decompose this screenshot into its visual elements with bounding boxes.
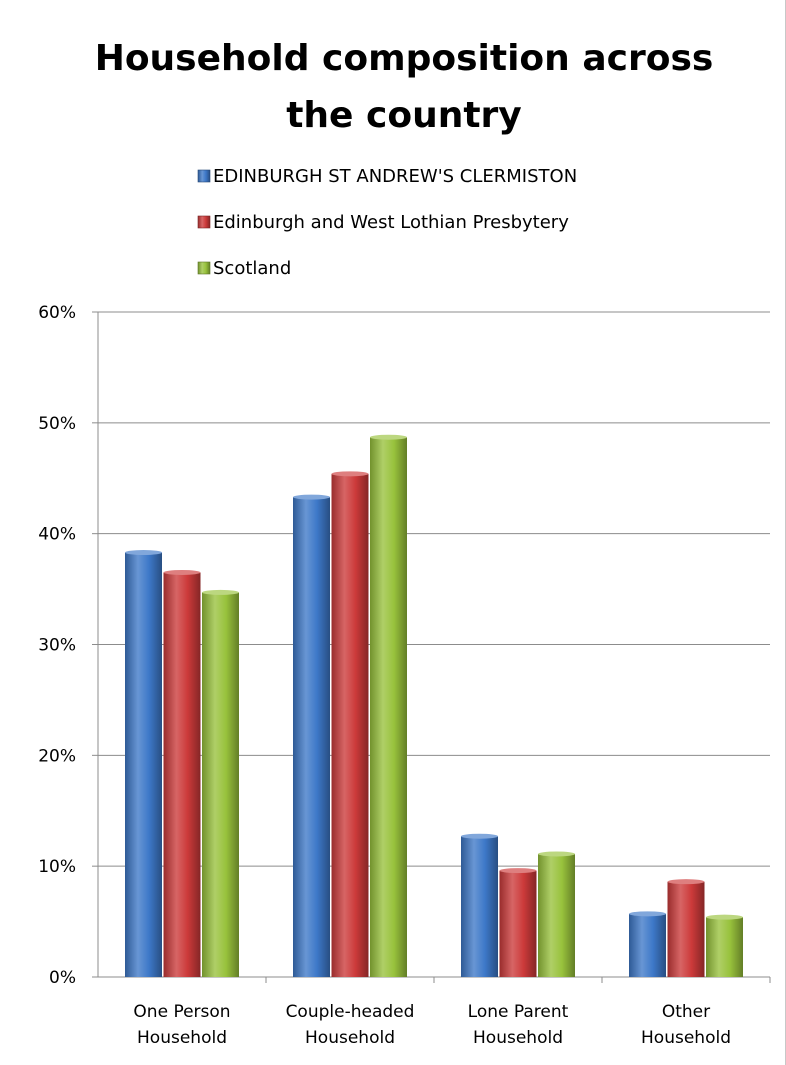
x-category-label-2-line-2: Household [305,1028,395,1048]
bar-top-1-3 [202,589,239,595]
legend-swatch-3 [197,261,211,275]
y-tick-label-1: 10% [38,857,76,877]
bar-4-3 [706,917,743,977]
bar-top-2-2 [331,471,369,477]
bars [125,434,743,977]
bar-top-2-3 [370,434,407,440]
bar-1-1 [125,552,162,977]
bar-top-3-3 [538,851,575,857]
bar-top-2-1 [293,494,330,500]
bar-top-4-3 [706,914,743,920]
bar-top-4-1 [629,911,666,917]
x-category-label-3-line-2: Household [473,1028,563,1048]
x-category-label-1-line-2: Household [137,1028,227,1048]
x-category-label-2-line-1: Couple-headed [286,1002,415,1022]
bar-4-2 [667,881,705,977]
bar-3-3 [538,853,575,977]
x-category-label-4-line-2: Household [641,1028,731,1048]
bar-4-1 [629,913,666,977]
y-tick-labels: 0% 10% 20% 30% 40% 50% 60% [38,303,76,988]
legend-label-3: Scotland [213,258,291,279]
bar-top-3-2 [499,868,537,874]
y-tick-label-0: 0% [49,968,76,988]
bar-2-3 [370,437,407,977]
x-category-label-1-line-1: One Person [133,1002,230,1022]
bar-1-3 [202,592,239,977]
y-tick-label-5: 50% [38,414,76,434]
bar-1-2 [163,572,201,977]
legend-label-1: EDINBURGH ST ANDREW'S CLERMISTON [213,166,577,187]
legend-label-2: Edinburgh and West Lothian Presbytery [213,212,569,233]
y-tick-label-4: 40% [38,525,76,545]
x-category-labels: One Person Household Couple-headed Househol… [133,1002,731,1048]
y-tick-label-2: 20% [38,746,76,766]
bar-3-2 [499,870,537,977]
legend-swatch-1 [197,169,211,183]
chart-title-line-2: the country [286,95,522,136]
bar-3-1 [461,836,498,977]
bar-top-3-1 [461,833,498,839]
x-category-label-3-line-1: Lone Parent [468,1002,569,1022]
bar-top-4-2 [667,879,705,885]
x-category-label-4-line-1: Other [662,1002,710,1022]
bar-top-1-2 [163,569,201,575]
bar-2-2 [331,473,369,977]
bar-2-1 [293,497,330,977]
legend: EDINBURGH ST ANDREW'S CLERMISTON Edinburg… [197,166,577,279]
y-tick-label-6: 60% [38,303,76,323]
bar-top-1-1 [125,550,162,556]
chart-title-line-1: Household composition across [95,38,714,79]
y-tick-label-3: 30% [38,636,76,656]
chart-title: Household composition across the country [95,38,714,136]
legend-swatch-2 [197,215,211,229]
